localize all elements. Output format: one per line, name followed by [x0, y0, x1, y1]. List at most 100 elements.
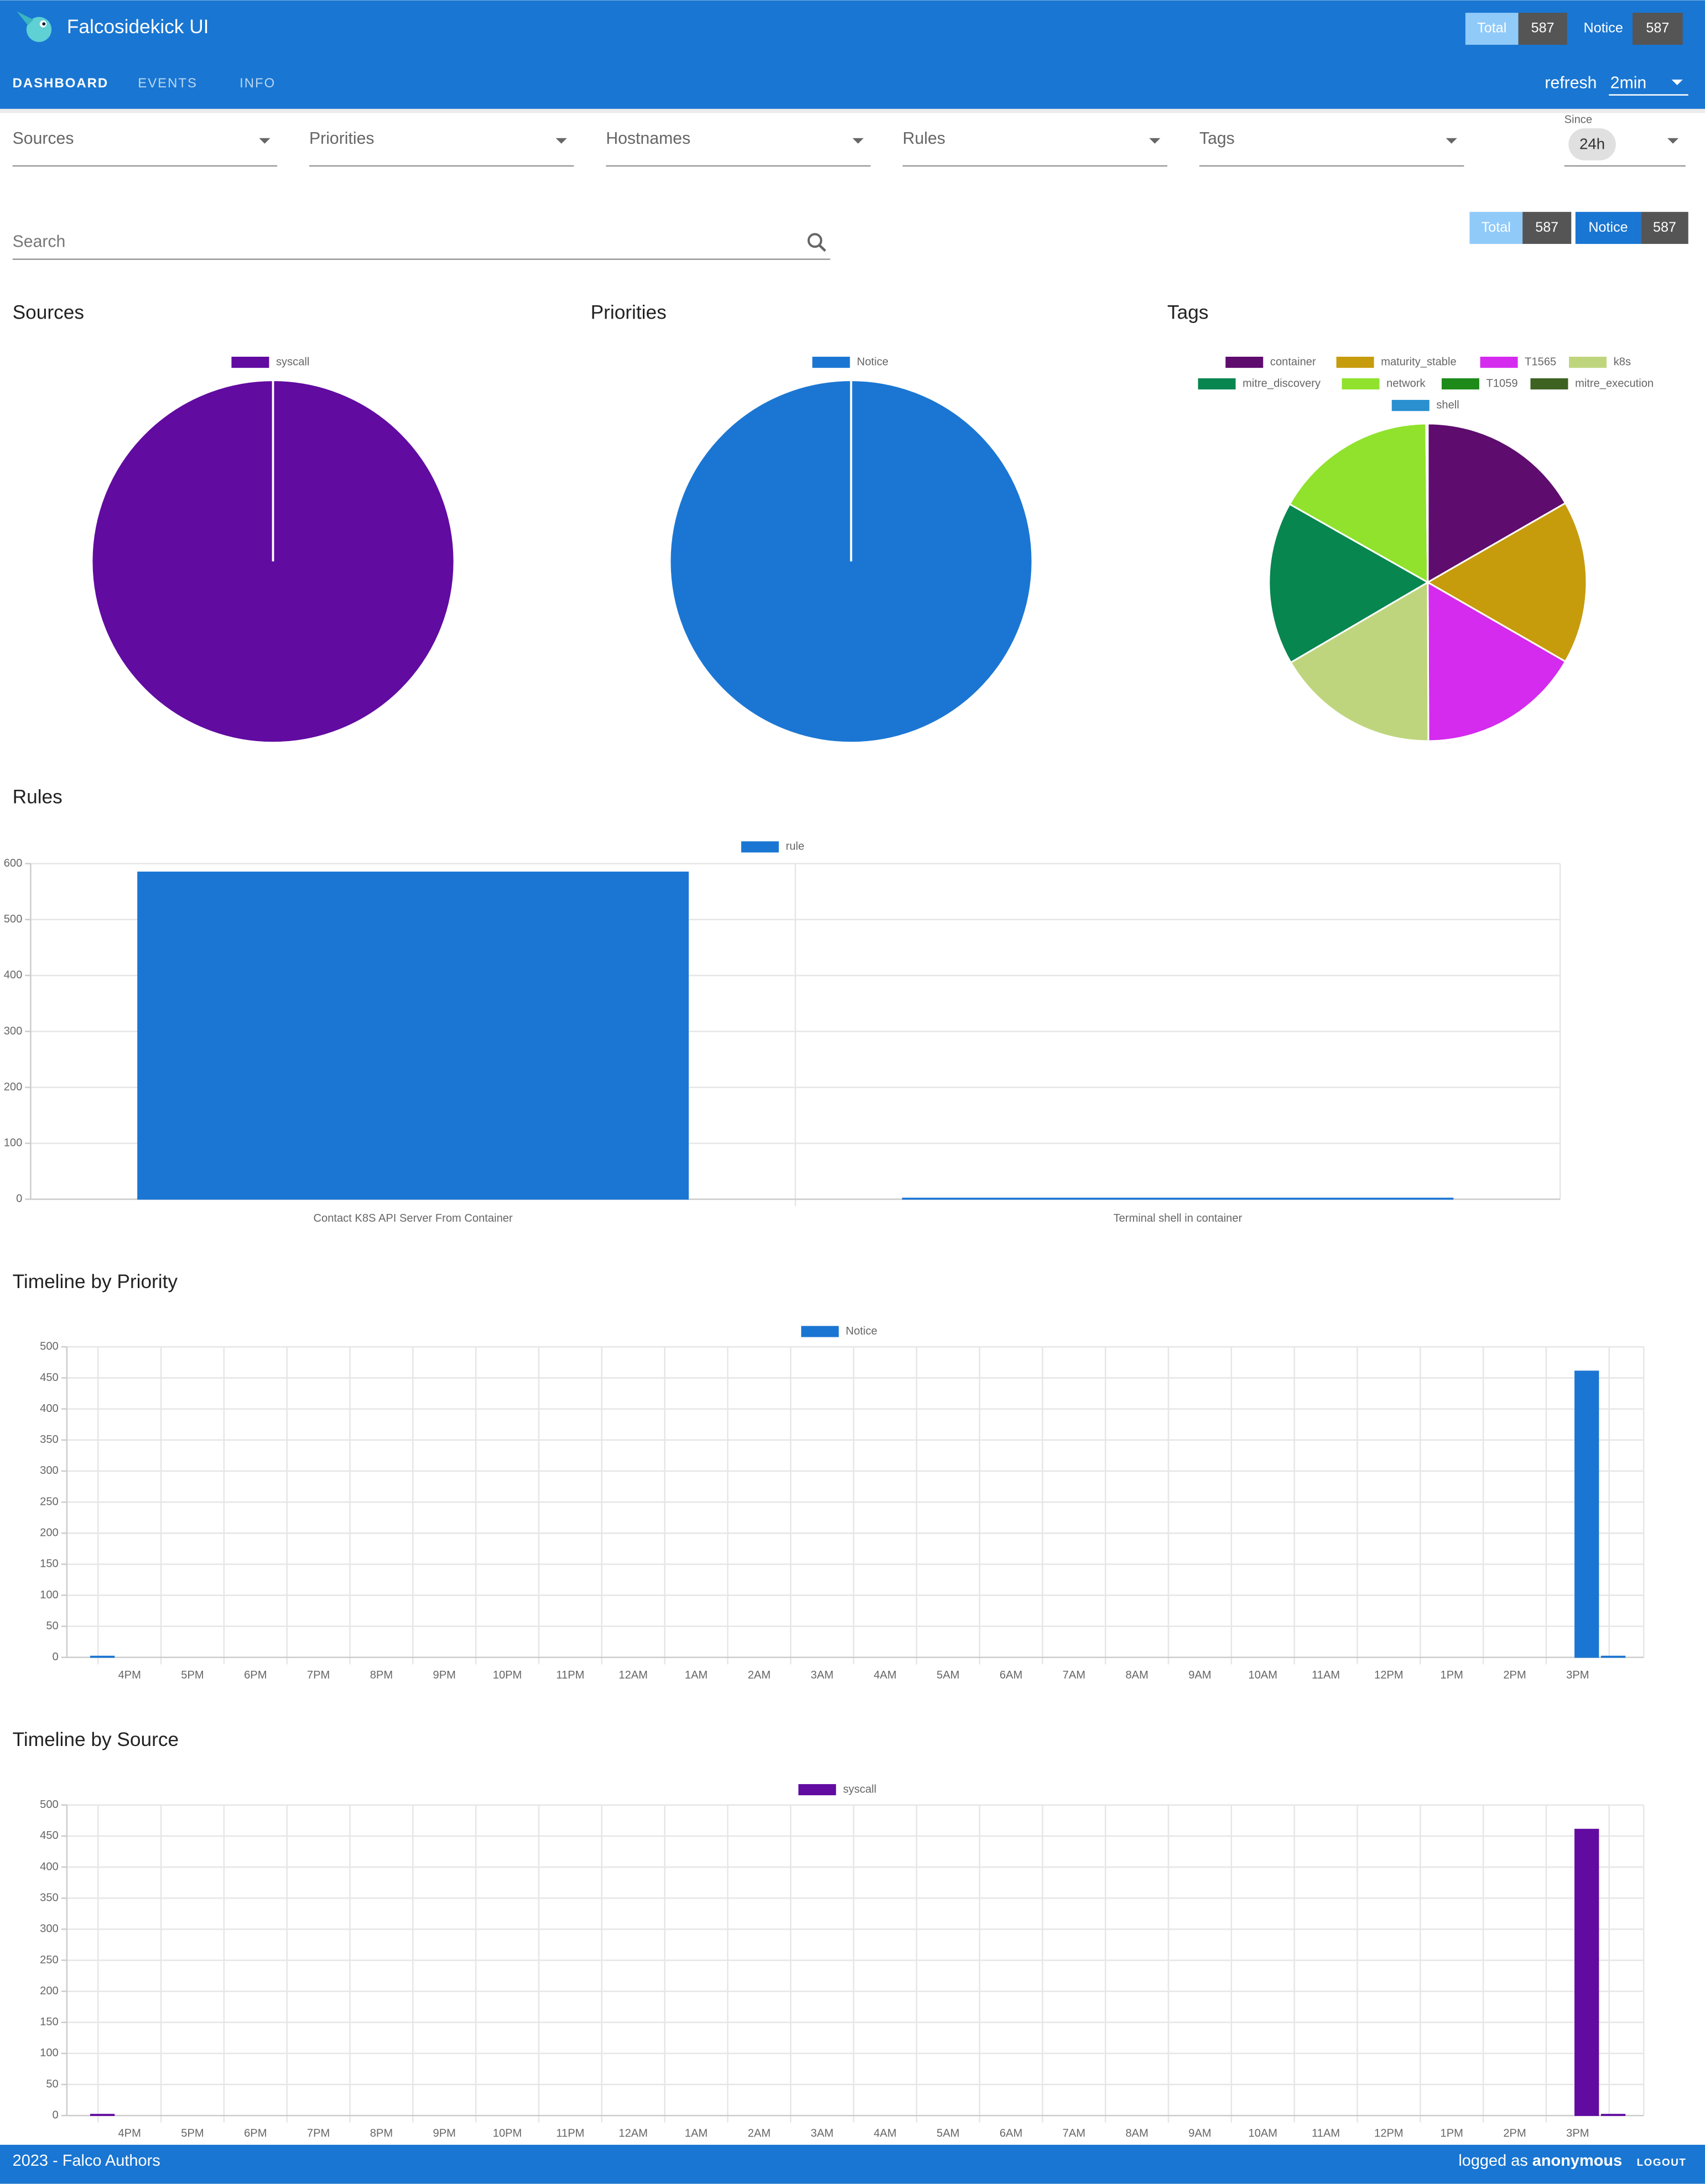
- x-tick-label: 6AM: [1000, 1669, 1022, 1681]
- chart-title: Sources: [13, 301, 84, 323]
- counter-count-bg: [1522, 212, 1572, 244]
- y-tick-label: 450: [40, 1829, 59, 1842]
- x-tick-label: 8PM: [370, 1669, 393, 1681]
- filter-select[interactable]: Tags: [1199, 129, 1235, 148]
- pie-slice: [1427, 581, 1567, 742]
- filter-select[interactable]: Sources: [13, 129, 74, 148]
- counter-label: Total: [1482, 220, 1511, 235]
- bar: [1600, 1655, 1626, 1658]
- nav-tab[interactable]: EVENTS: [138, 76, 197, 91]
- y-tick-label: 250: [40, 1495, 59, 1508]
- y-tick-label: 150: [40, 2016, 59, 2028]
- logout-button[interactable]: LOGOUT: [1637, 2157, 1687, 2169]
- filter-select[interactable]: Priorities: [309, 129, 374, 148]
- dropdown-arrow[interactable]: [853, 138, 864, 144]
- pie-slice: [1288, 423, 1429, 584]
- y-tick-label: 450: [40, 1372, 59, 1384]
- counter-count: 587: [1535, 220, 1558, 235]
- x-tick-label: 5AM: [937, 1669, 959, 1681]
- refresh-select[interactable]: 2min: [1610, 74, 1646, 92]
- x-tick-label: 9AM: [1188, 1669, 1211, 1681]
- counter-label: Notice: [1588, 220, 1628, 235]
- search-input[interactable]: Search: [13, 233, 66, 251]
- y-tick-label: 0: [53, 2109, 59, 2122]
- x-tick-label: 8PM: [370, 2127, 393, 2139]
- x-tick-label: 4PM: [118, 2127, 141, 2139]
- legend-swatch: [741, 841, 779, 853]
- dropdown-arrow[interactable]: [555, 138, 567, 144]
- pie-slice: [1268, 503, 1430, 664]
- footer-copyright: 2023 - Falco Authors: [13, 2152, 160, 2170]
- dropdown-arrow[interactable]: [1671, 79, 1683, 86]
- legend-swatch: [1441, 378, 1479, 390]
- counter-count-bg: [1641, 212, 1688, 244]
- legend-swatch: [1336, 357, 1374, 368]
- x-tick-label: 10AM: [1249, 2127, 1278, 2139]
- since-label: Since: [1564, 113, 1592, 126]
- x-tick-label: 11PM: [556, 1669, 584, 1681]
- x-tick-label: 4AM: [874, 1669, 896, 1681]
- y-tick-label: 100: [4, 1137, 23, 1149]
- badge-notice-bg[interactable]: [1571, 13, 1633, 45]
- dropdown-arrow[interactable]: [1667, 138, 1679, 144]
- x-tick-label: 1AM: [685, 1669, 708, 1681]
- y-tick-label: 400: [40, 1403, 59, 1415]
- legend-swatch: [1225, 357, 1264, 368]
- y-tick-label: 0: [53, 1651, 59, 1663]
- badge-label[interactable]: Notice: [1584, 20, 1623, 36]
- nav-tab[interactable]: INFO: [240, 76, 275, 91]
- search-icon[interactable]: [807, 233, 826, 252]
- y-tick-label: 350: [40, 1891, 59, 1904]
- footer-user: anonymous: [1532, 2152, 1622, 2170]
- x-tick-label: 2PM: [1503, 2127, 1526, 2139]
- x-tick-label: 3PM: [1566, 2127, 1589, 2139]
- x-tick-label: 10AM: [1249, 1669, 1278, 1681]
- app-bar-shadow: [0, 108, 1705, 113]
- x-tick-label: 2PM: [1503, 1669, 1526, 1681]
- dropdown-arrow[interactable]: [1446, 138, 1457, 144]
- y-tick-label: 100: [40, 2047, 59, 2059]
- chart-title: Tags: [1167, 301, 1208, 323]
- x-tick-label: 8AM: [1125, 1669, 1148, 1681]
- bar: [1574, 1828, 1599, 2116]
- since-value[interactable]: 24h: [1579, 135, 1605, 153]
- badge-count-bg: [1518, 13, 1567, 45]
- dropdown-arrow[interactable]: [1149, 138, 1161, 144]
- refresh-label: refresh: [1545, 74, 1597, 92]
- footer: [0, 2145, 1705, 2184]
- chart-title: Priorities: [591, 301, 667, 323]
- badge-label[interactable]: Total: [1477, 20, 1506, 36]
- x-tick-label: Terminal shell in container: [1114, 1212, 1243, 1224]
- x-tick-label: 3PM: [1566, 1669, 1589, 1681]
- dropdown-arrow[interactable]: [259, 138, 271, 144]
- y-tick-label: 400: [4, 969, 23, 981]
- x-tick-label: 8AM: [1125, 2127, 1148, 2139]
- x-tick-label: 12AM: [618, 2127, 648, 2139]
- y-tick-label: 0: [16, 1193, 22, 1205]
- y-tick-label: 600: [4, 857, 23, 869]
- x-tick-label: 5AM: [937, 2127, 959, 2139]
- x-tick-label: 10PM: [493, 2127, 522, 2139]
- x-tick-label: 12PM: [1374, 1669, 1403, 1681]
- bar: [137, 871, 689, 1200]
- legend-swatch: [798, 1784, 836, 1796]
- nav-tab[interactable]: DASHBOARD: [13, 76, 109, 91]
- bar: [90, 1655, 115, 1658]
- since-chip[interactable]: [1568, 128, 1616, 160]
- badge-count: 587: [1531, 20, 1555, 36]
- badge-total-bg[interactable]: [1465, 13, 1519, 45]
- filters: Sources Priorities Hostnames Rules Tags: [13, 129, 1464, 167]
- x-tick-label: 2AM: [748, 2127, 771, 2139]
- y-tick-label: 300: [40, 1464, 59, 1477]
- bar: [902, 1197, 1454, 1200]
- y-tick-label: 50: [46, 2078, 58, 2090]
- filter-select[interactable]: Hostnames: [606, 129, 690, 148]
- y-tick-label: 500: [4, 913, 23, 925]
- chart-title: Timeline by Source: [13, 1729, 179, 1750]
- y-tick-label: 200: [4, 1081, 23, 1093]
- filter-select[interactable]: Rules: [903, 129, 945, 148]
- chart-title: Rules: [13, 786, 63, 808]
- app-bar: [0, 0, 1705, 109]
- legend-swatch: [1391, 400, 1430, 411]
